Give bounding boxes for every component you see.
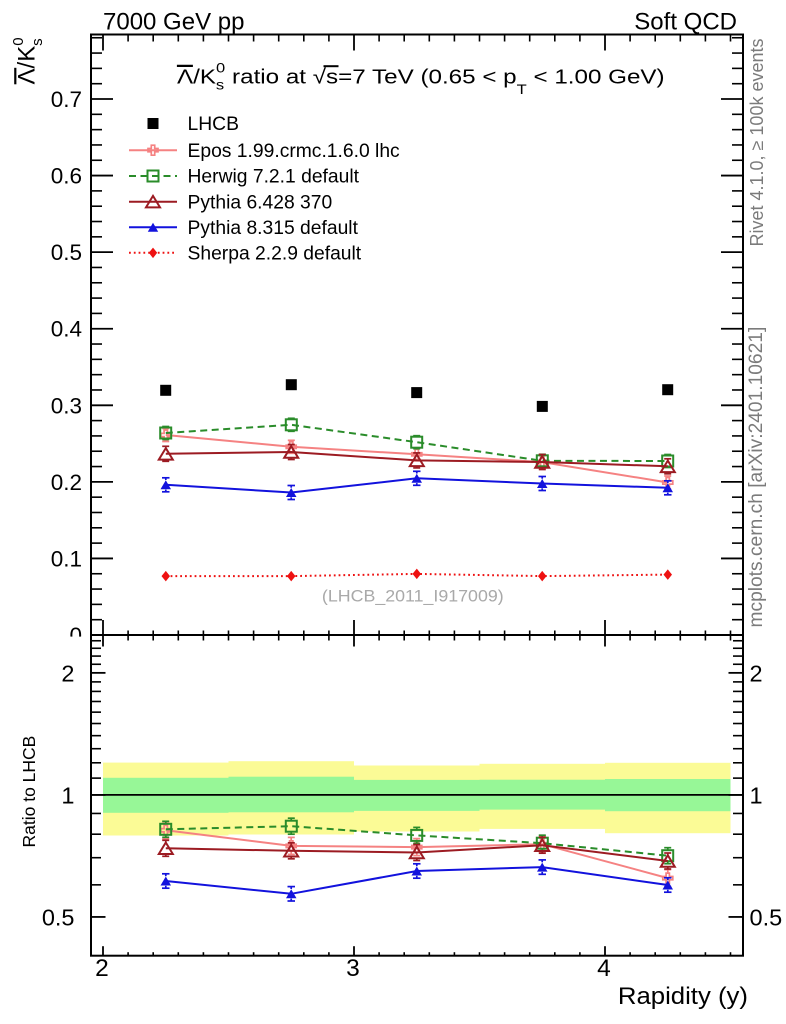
svg-text:0.1: 0.1	[51, 546, 82, 571]
svg-text:2: 2	[61, 660, 74, 686]
svg-text:LHCB: LHCB	[188, 114, 239, 135]
svg-text:2: 2	[750, 660, 763, 686]
svg-text:0.5: 0.5	[750, 904, 783, 930]
svg-text:1: 1	[61, 782, 74, 808]
svg-text:Ratio to LHCB: Ratio to LHCB	[19, 736, 39, 848]
svg-text:7000 GeV pp: 7000 GeV pp	[103, 9, 244, 36]
svg-text:mcplots.cern.ch [arXiv:2401.10: mcplots.cern.ch [arXiv:2401.10621]	[746, 327, 767, 628]
svg-text:0.3: 0.3	[51, 393, 82, 418]
svg-text:Soft QCD: Soft QCD	[634, 9, 737, 36]
svg-text:0.6: 0.6	[51, 164, 82, 189]
svg-text:4: 4	[597, 955, 611, 982]
svg-text:3: 3	[346, 955, 360, 982]
svg-text:Pythia 6.428 370: Pythia 6.428 370	[188, 192, 333, 213]
svg-text:1: 1	[750, 782, 763, 808]
svg-text:0.5: 0.5	[51, 240, 82, 265]
svg-text:Epos 1.99.crmc.1.6.0 lhc: Epos 1.99.crmc.1.6.0 lhc	[188, 141, 401, 162]
svg-text:0.5: 0.5	[42, 904, 75, 930]
svg-text:Rapidity (y): Rapidity (y)	[618, 983, 748, 1010]
svg-text:Pythia 8.315 default: Pythia 8.315 default	[188, 218, 359, 239]
svg-text:0.4: 0.4	[51, 317, 82, 342]
svg-text:0.7: 0.7	[51, 87, 82, 112]
svg-text:0.2: 0.2	[51, 470, 82, 495]
svg-text:Herwig 7.2.1 default: Herwig 7.2.1 default	[188, 167, 360, 188]
svg-text:Rivet 4.1.0, ≥ 100k events: Rivet 4.1.0, ≥ 100k events	[747, 39, 767, 247]
svg-text:Sherpa 2.2.9 default: Sherpa 2.2.9 default	[188, 244, 362, 265]
svg-text:(LHCB_2011_I917009): (LHCB_2011_I917009)	[322, 586, 504, 605]
svg-text:2: 2	[95, 955, 109, 982]
